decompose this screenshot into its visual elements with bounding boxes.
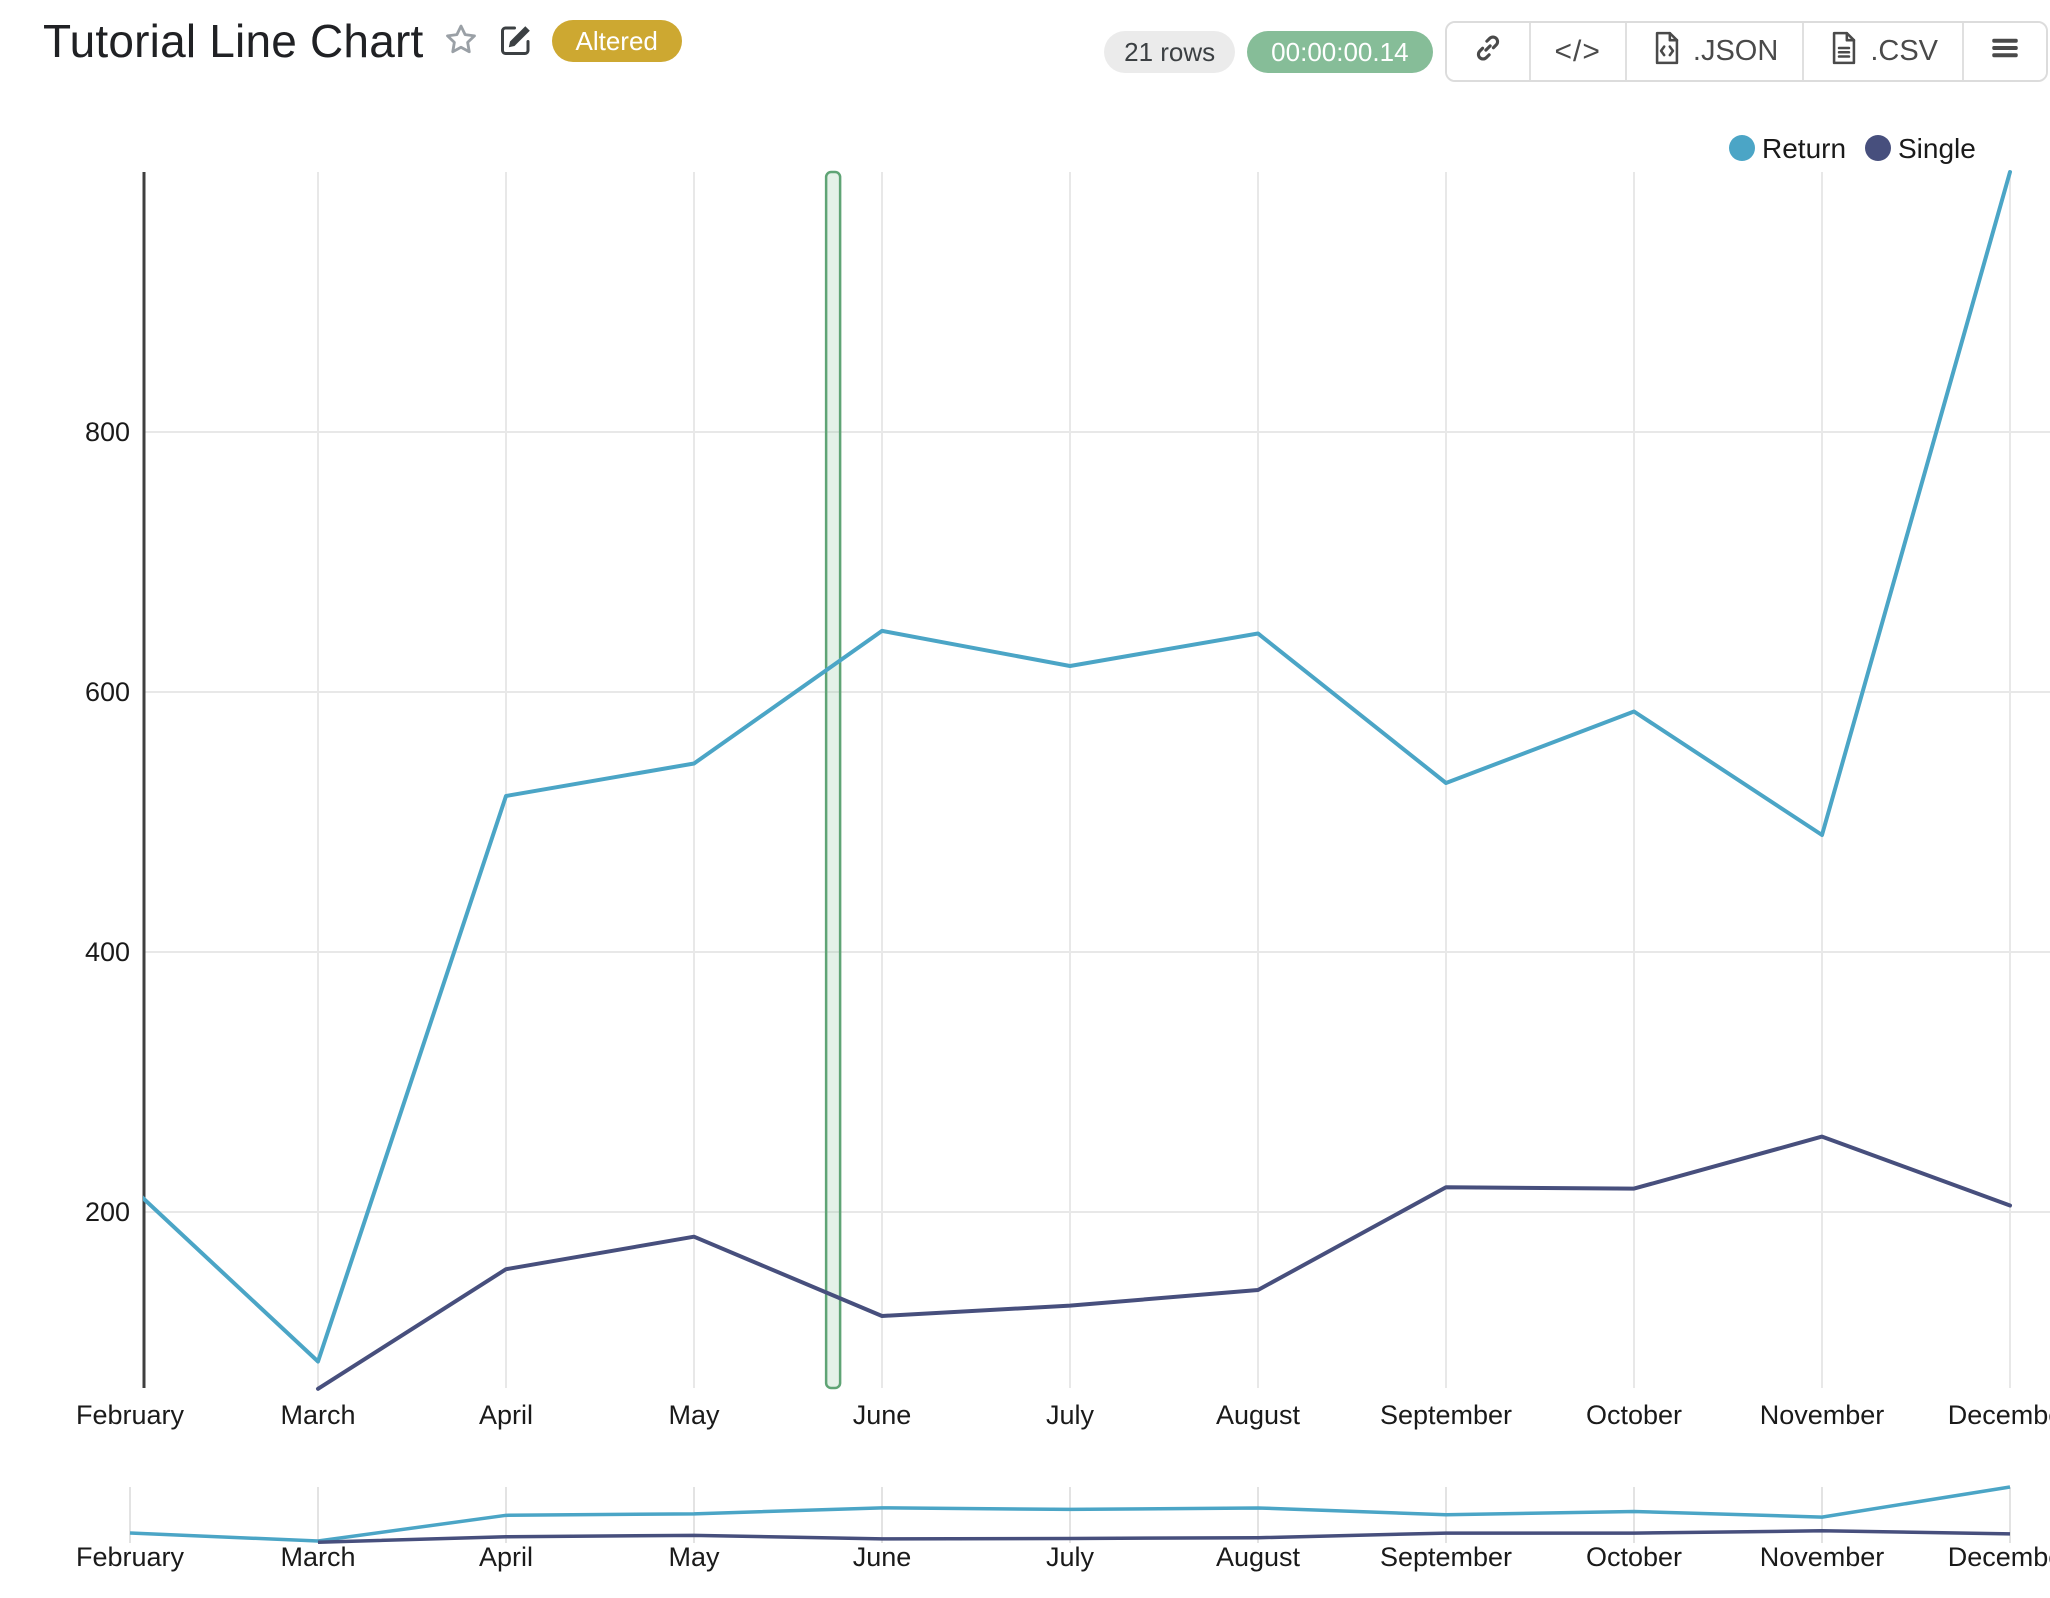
svg-text:May: May [668, 1400, 720, 1430]
legend-item-return[interactable]: Return [1729, 133, 1846, 164]
legend-item-single[interactable]: Single [1865, 133, 1976, 164]
highlight-band-handle[interactable] [824, 170, 842, 1390]
svg-text:200: 200 [85, 1197, 130, 1227]
svg-text:800: 800 [85, 417, 130, 447]
legend-dot-single [1865, 135, 1891, 161]
svg-text:December: December [1948, 1400, 2050, 1430]
range-minimap[interactable] [129, 1485, 2011, 1544]
x-gridlines [317, 172, 2011, 1388]
code-icon: </> [1554, 34, 1601, 68]
hamburger-menu-icon [1988, 31, 2022, 73]
svg-text:March: March [280, 1542, 355, 1572]
legend: Return Single [1729, 133, 1976, 164]
kebab-menu-button[interactable] [1964, 23, 2046, 80]
svg-text:600: 600 [85, 677, 130, 707]
legend-dot-return [1729, 135, 1755, 161]
svg-text:June: June [853, 1400, 912, 1430]
svg-text:April: April [479, 1542, 533, 1572]
svg-text:August: August [1216, 1542, 1301, 1572]
page-title: Tutorial Line Chart [43, 15, 424, 67]
altered-status-badge: Altered [551, 20, 682, 62]
json-file-icon [1651, 31, 1683, 73]
link-icon [1471, 31, 1505, 73]
header-controls: 21 rows 00:00:00.14 </> [1104, 21, 2048, 82]
y-axis-labels: 200 400 600 800 [85, 417, 130, 1227]
x-axis-labels: February March April May June July August Septe… [76, 1400, 2050, 1430]
series-single-line [316, 1134, 2012, 1391]
download-json-button[interactable]: .JSON [1626, 23, 1805, 80]
svg-text:February: February [76, 1400, 185, 1430]
minimap-return-line [129, 1485, 2011, 1543]
csv-file-icon [1828, 31, 1860, 73]
series-return-line [143, 170, 2012, 1364]
svg-text:September: September [1380, 1542, 1512, 1572]
svg-text:February: February [76, 1542, 185, 1572]
csv-button-label: .CSV [1870, 35, 1938, 67]
svg-text:400: 400 [85, 937, 130, 967]
row-count-badge: 21 rows [1104, 30, 1236, 73]
svg-text:July: July [1046, 1400, 1095, 1430]
embed-code-button[interactable]: </> [1530, 23, 1627, 80]
svg-text:October: October [1586, 1542, 1682, 1572]
edit-pencil-icon [498, 22, 534, 61]
svg-text:March: March [280, 1400, 355, 1430]
y-gridlines [143, 431, 2050, 1213]
svg-text:December: December [1948, 1542, 2050, 1572]
svg-text:July: July [1046, 1542, 1095, 1572]
share-link-button[interactable] [1446, 23, 1531, 80]
execution-time-badge: 00:00:00.14 [1247, 30, 1433, 73]
svg-text:June: June [853, 1542, 912, 1572]
minimap-x-labels: February March April May June July August Septe… [76, 1542, 2050, 1572]
legend-label-single: Single [1898, 133, 1976, 164]
export-button-group: </> .JSON [1444, 21, 2048, 82]
svg-text:November: November [1760, 1400, 1885, 1430]
favorite-star-button[interactable] [442, 21, 480, 62]
svg-text:May: May [668, 1542, 720, 1572]
svg-text:November: November [1760, 1542, 1885, 1572]
legend-label-return: Return [1762, 133, 1846, 164]
svg-text:April: April [479, 1400, 533, 1430]
header: Tutorial Line Chart Altered [43, 14, 682, 68]
svg-text:October: October [1586, 1400, 1682, 1430]
download-csv-button[interactable]: .CSV [1804, 23, 1964, 80]
json-button-label: .JSON [1692, 35, 1779, 67]
svg-text:September: September [1380, 1400, 1512, 1430]
svg-text:August: August [1216, 1400, 1301, 1430]
minimap-single-line [317, 1529, 2011, 1544]
star-icon [442, 21, 480, 62]
edit-name-button[interactable] [498, 22, 534, 61]
